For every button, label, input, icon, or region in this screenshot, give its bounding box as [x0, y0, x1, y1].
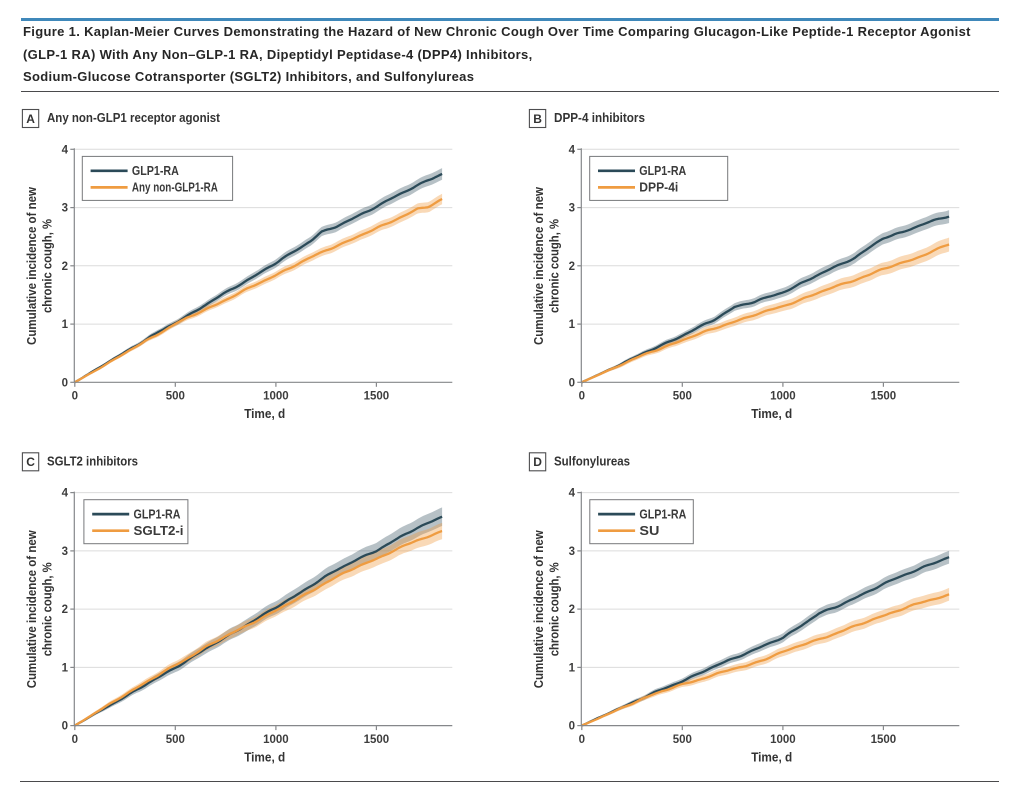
svg-text:4: 4 — [569, 488, 576, 500]
svg-text:1: 1 — [62, 319, 69, 331]
svg-text:Time, d: Time, d — [244, 749, 285, 764]
svg-text:GLP1-RA: GLP1-RA — [134, 507, 181, 521]
svg-text:0: 0 — [62, 721, 68, 733]
svg-text:chronic cough, %: chronic cough, % — [39, 219, 54, 313]
svg-text:1: 1 — [569, 663, 576, 675]
svg-text:500: 500 — [673, 391, 692, 403]
svg-text:1000: 1000 — [263, 734, 289, 746]
svg-text:4: 4 — [569, 144, 576, 156]
svg-text:4: 4 — [62, 488, 69, 500]
svg-text:chronic cough, %: chronic cough, % — [546, 219, 561, 313]
svg-text:Any non-GLP1 receptor agonist: Any non-GLP1 receptor agonist — [47, 110, 221, 125]
svg-text:0: 0 — [579, 734, 585, 746]
svg-text:Any non-GLP1-RA: Any non-GLP1-RA — [132, 181, 218, 195]
svg-text:C: C — [26, 455, 35, 469]
svg-text:1500: 1500 — [364, 391, 390, 403]
svg-text:Cumulative incidence of new: Cumulative incidence of new — [24, 186, 39, 345]
svg-text:SGLT2-i: SGLT2-i — [134, 524, 184, 538]
svg-text:D: D — [533, 455, 542, 469]
svg-text:1: 1 — [62, 663, 69, 675]
svg-text:0: 0 — [569, 377, 575, 389]
svg-text:SGLT2 inhibitors: SGLT2 inhibitors — [47, 454, 138, 469]
svg-text:500: 500 — [166, 391, 185, 403]
svg-text:1000: 1000 — [770, 391, 796, 403]
svg-text:0: 0 — [72, 391, 78, 403]
svg-text:Sulfonylureas: Sulfonylureas — [554, 454, 630, 469]
svg-text:Cumulative incidence of new: Cumulative incidence of new — [531, 530, 546, 689]
svg-text:1500: 1500 — [364, 734, 390, 746]
svg-text:0: 0 — [62, 377, 68, 389]
svg-text:2: 2 — [62, 604, 68, 616]
svg-text:GLP1-RA: GLP1-RA — [639, 507, 686, 521]
svg-text:Cumulative incidence of new: Cumulative incidence of new — [531, 186, 546, 345]
svg-text:3: 3 — [62, 546, 68, 558]
svg-text:Time, d: Time, d — [751, 749, 792, 764]
svg-text:1500: 1500 — [871, 391, 897, 403]
svg-text:A: A — [26, 112, 35, 126]
svg-text:B: B — [533, 112, 542, 126]
svg-text:Time, d: Time, d — [244, 406, 285, 421]
svg-text:3: 3 — [62, 203, 68, 215]
svg-text:1000: 1000 — [770, 734, 796, 746]
svg-text:DPP-4 inhibitors: DPP-4 inhibitors — [554, 110, 645, 125]
svg-text:2: 2 — [62, 261, 68, 273]
svg-text:Cumulative incidence of new: Cumulative incidence of new — [24, 530, 39, 689]
svg-text:SU: SU — [639, 524, 659, 538]
svg-text:2: 2 — [569, 261, 575, 273]
svg-text:DPP-4i: DPP-4i — [639, 181, 678, 195]
svg-text:3: 3 — [569, 546, 575, 558]
svg-text:Time, d: Time, d — [751, 406, 792, 421]
svg-text:chronic cough, %: chronic cough, % — [546, 562, 561, 656]
svg-text:1: 1 — [569, 319, 576, 331]
svg-text:0: 0 — [579, 391, 585, 403]
svg-text:1500: 1500 — [871, 734, 897, 746]
svg-text:2: 2 — [569, 604, 575, 616]
svg-text:3: 3 — [569, 203, 575, 215]
svg-text:GLP1-RA: GLP1-RA — [639, 164, 686, 178]
svg-text:500: 500 — [166, 734, 185, 746]
svg-text:0: 0 — [569, 721, 575, 733]
svg-text:500: 500 — [673, 734, 692, 746]
svg-text:chronic cough, %: chronic cough, % — [39, 562, 54, 656]
svg-text:4: 4 — [62, 144, 69, 156]
svg-text:1000: 1000 — [263, 391, 289, 403]
svg-text:0: 0 — [72, 734, 78, 746]
svg-text:GLP1-RA: GLP1-RA — [132, 164, 179, 178]
